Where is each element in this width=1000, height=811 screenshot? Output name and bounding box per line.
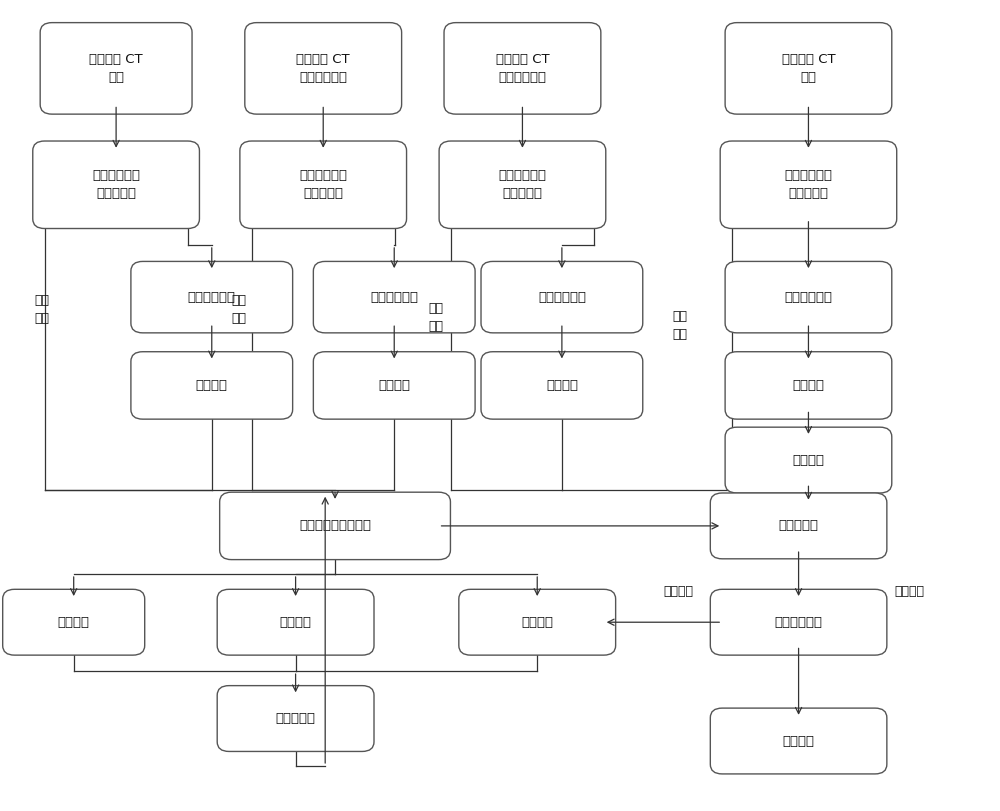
FancyBboxPatch shape [720, 141, 897, 229]
FancyBboxPatch shape [217, 685, 374, 752]
Text: 表面数据: 表面数据 [792, 379, 824, 392]
FancyBboxPatch shape [313, 261, 475, 333]
Text: 表面模型提取: 表面模型提取 [370, 290, 418, 303]
Text: 自动判断结: 自动判断结 [779, 519, 819, 532]
Text: 算法结束: 算法结束 [783, 735, 815, 748]
FancyBboxPatch shape [217, 590, 374, 655]
FancyBboxPatch shape [710, 493, 887, 559]
FancyBboxPatch shape [220, 492, 450, 560]
Text: 像素
数据: 像素 数据 [428, 302, 443, 333]
Text: 像素
数据: 像素 数据 [673, 310, 688, 341]
FancyBboxPatch shape [481, 261, 643, 333]
FancyBboxPatch shape [3, 590, 145, 655]
Text: 判断正确: 判断正确 [894, 586, 924, 599]
Text: 图像预处理、
分割、配准: 图像预处理、 分割、配准 [498, 169, 546, 200]
FancyBboxPatch shape [459, 590, 616, 655]
Text: 表面模型提取: 表面模型提取 [188, 290, 236, 303]
Text: 判断错误: 判断错误 [663, 586, 693, 599]
Text: 体积对比: 体积对比 [280, 616, 312, 629]
Text: 人工交互复查: 人工交互复查 [775, 616, 823, 629]
Text: 表面模型提取: 表面模型提取 [538, 290, 586, 303]
FancyBboxPatch shape [725, 427, 892, 493]
FancyBboxPatch shape [245, 23, 402, 114]
Text: 图像预处理、
分割、配准: 图像预处理、 分割、配准 [299, 169, 347, 200]
Text: 图像预处理、
分割、配准: 图像预处理、 分割、配准 [92, 169, 140, 200]
FancyBboxPatch shape [725, 23, 892, 114]
FancyBboxPatch shape [481, 352, 643, 419]
Text: 特征提取: 特征提取 [792, 453, 824, 466]
FancyBboxPatch shape [439, 141, 606, 229]
Text: 有缺陷的 CT
数据（断脚）: 有缺陷的 CT 数据（断脚） [296, 53, 350, 84]
Text: 图像预处理、
分割、配准: 图像预处理、 分割、配准 [784, 169, 832, 200]
FancyBboxPatch shape [240, 141, 407, 229]
Text: 三维标准 CT
图像: 三维标准 CT 图像 [89, 53, 143, 84]
FancyBboxPatch shape [710, 590, 887, 655]
FancyBboxPatch shape [40, 23, 192, 114]
FancyBboxPatch shape [444, 23, 601, 114]
FancyBboxPatch shape [131, 261, 293, 333]
Text: 表面数据: 表面数据 [546, 379, 578, 392]
FancyBboxPatch shape [710, 708, 887, 774]
Text: 知识库构建: 知识库构建 [276, 712, 316, 725]
FancyBboxPatch shape [725, 352, 892, 419]
Text: 像素
数据: 像素 数据 [35, 294, 50, 324]
Text: 特征提取（焊点等）: 特征提取（焊点等） [299, 519, 371, 532]
Text: 表面模型提取: 表面模型提取 [784, 290, 832, 303]
Text: 几何测量: 几何测量 [58, 616, 90, 629]
Text: 参数对比: 参数对比 [521, 616, 553, 629]
FancyBboxPatch shape [725, 261, 892, 333]
FancyBboxPatch shape [131, 352, 293, 419]
Text: 表面数据: 表面数据 [196, 379, 228, 392]
FancyBboxPatch shape [33, 141, 199, 229]
Text: 像素
数据: 像素 数据 [231, 294, 246, 324]
FancyBboxPatch shape [313, 352, 475, 419]
Text: 待检测的 CT
数据: 待检测的 CT 数据 [782, 53, 835, 84]
Text: 有缺陷的 CT
数据（少锡）: 有缺陷的 CT 数据（少锡） [496, 53, 549, 84]
Text: 表面数据: 表面数据 [378, 379, 410, 392]
